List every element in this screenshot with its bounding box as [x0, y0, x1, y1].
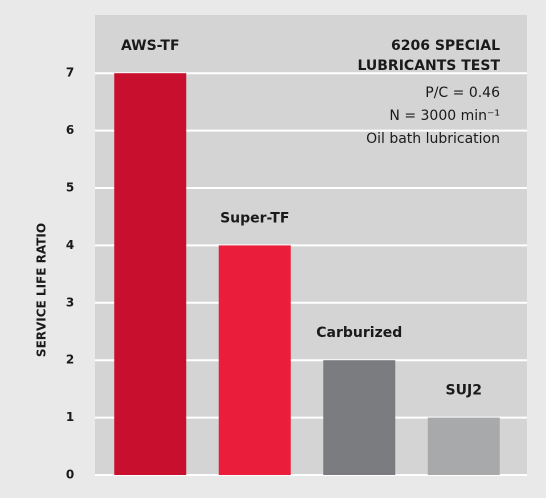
bar — [114, 73, 187, 475]
chart-title: LUBRICANTS TEST — [357, 58, 500, 74]
y-tick-label: 3 — [66, 295, 74, 309]
annotation: N = 3000 min⁻¹ — [389, 108, 500, 124]
bar — [218, 245, 291, 475]
y-tick-label: 7 — [66, 66, 74, 80]
y-tick-label: 4 — [66, 238, 74, 252]
bar — [323, 360, 396, 475]
category-label: Carburized — [316, 325, 402, 341]
bar — [427, 417, 500, 475]
category-label: SUJ2 — [446, 383, 482, 399]
category-label: Super-TF — [220, 210, 289, 226]
category-label: AWS-TF — [121, 38, 180, 54]
y-tick-label: 2 — [66, 353, 74, 367]
annotation: P/C = 0.46 — [425, 85, 500, 101]
y-tick-label: 1 — [66, 410, 74, 424]
y-axis-label: SERVICE LIFE RATIO — [35, 223, 49, 357]
y-tick-label: 6 — [66, 123, 74, 137]
y-tick-label: 5 — [66, 181, 74, 195]
y-tick-label: 0 — [66, 468, 74, 482]
chart-title: 6206 SPECIAL — [391, 38, 500, 54]
annotation: Oil bath lubrication — [366, 131, 500, 147]
